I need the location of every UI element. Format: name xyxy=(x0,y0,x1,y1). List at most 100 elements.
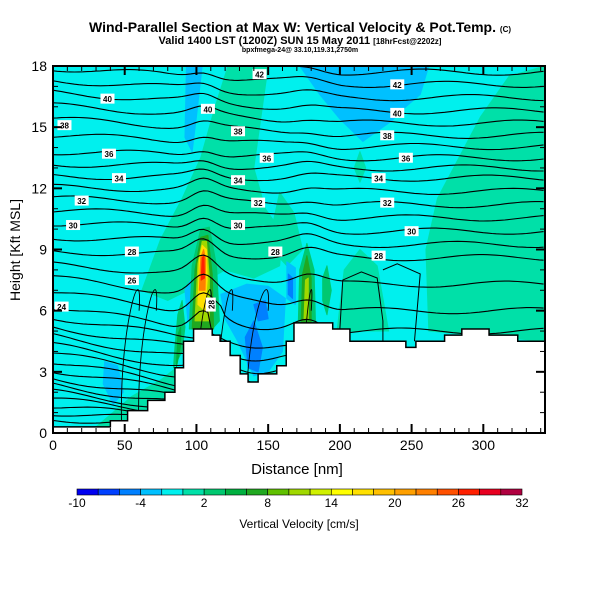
theta-label: 42 xyxy=(390,79,405,90)
theta-contour-line xyxy=(53,89,544,115)
colorbar-tick-label: 26 xyxy=(452,496,466,510)
theta-label: 40 xyxy=(100,93,115,104)
theta-label-box xyxy=(231,126,246,137)
theta-label-text: 28 xyxy=(374,252,383,261)
colorbar-tick-label: 2 xyxy=(201,496,208,510)
theta-label: 32 xyxy=(251,197,266,208)
colorbar-swatch xyxy=(415,488,438,496)
theta-contour-line xyxy=(53,204,544,222)
x-axis-label: Distance [nm] xyxy=(251,461,343,478)
x-tick-label: 150 xyxy=(256,437,280,453)
colorbar-swatch xyxy=(288,488,311,496)
colorbar-swatch xyxy=(246,488,269,496)
theta-contour-line xyxy=(53,102,544,127)
colorbar-swatch xyxy=(76,488,99,496)
theta-label-text: 28 xyxy=(127,248,136,257)
theta-contour-line xyxy=(53,149,544,162)
colorbar-swatch xyxy=(436,488,459,496)
theta-label-box xyxy=(205,297,216,312)
theta-label: 38 xyxy=(380,130,395,141)
theta-contour-closed xyxy=(339,271,384,342)
theta-label-box xyxy=(124,275,139,286)
theta-label-text: 36 xyxy=(401,154,410,163)
theta-label: 32 xyxy=(74,195,89,206)
colorbar-swatch xyxy=(352,488,374,496)
theta-label: 28 xyxy=(371,250,386,261)
x-tick-label: 0 xyxy=(49,437,57,453)
colorbar-swatch xyxy=(500,488,523,496)
y-tick-label: 9 xyxy=(39,242,47,258)
y-tick-label: 12 xyxy=(31,180,47,196)
theta-label-box xyxy=(66,220,81,231)
theta-label-text: 32 xyxy=(77,197,86,206)
theta-label: 34 xyxy=(111,173,126,184)
velocity-region xyxy=(353,151,367,183)
theta-label-text: 28 xyxy=(207,300,216,309)
y-tick-label: 0 xyxy=(39,425,47,441)
colorbar-swatch xyxy=(394,488,417,496)
x-tick-label: 50 xyxy=(117,437,133,453)
theta-label-text: 42 xyxy=(255,71,264,80)
theta-contour-line xyxy=(53,254,544,288)
theta-label-text: 26 xyxy=(127,277,136,286)
theta-label-box xyxy=(371,173,386,184)
theta-label-text: 38 xyxy=(60,122,69,131)
theta-label-text: 42 xyxy=(393,81,402,90)
vertical-contour xyxy=(120,289,140,433)
colorbar-tick-label: -10 xyxy=(68,496,86,510)
theta-label: 24 xyxy=(54,301,69,312)
theta-label-box xyxy=(398,152,413,163)
theta-contour-line xyxy=(53,168,544,182)
theta-label-text: 24 xyxy=(57,303,66,312)
vertical-contour xyxy=(138,289,158,433)
theta-label: 28 xyxy=(268,246,283,257)
colorbar-tick-label: -4 xyxy=(135,496,146,510)
colorbar-label: Vertical Velocity [cm/s] xyxy=(239,517,358,531)
theta-label: 34 xyxy=(231,175,246,186)
theta-label: 30 xyxy=(66,220,81,231)
colorbar: -10 -4 2 8 14 20 26 32 xyxy=(68,488,529,510)
theta-contour-line xyxy=(53,177,544,195)
theta-label: 36 xyxy=(259,152,274,163)
theta-contour-line xyxy=(53,69,544,88)
theta-label-box xyxy=(252,69,267,80)
theta-label: 34 xyxy=(371,173,386,184)
theta-label: 38 xyxy=(57,120,72,131)
colorbar-swatch xyxy=(479,488,502,496)
chart-title: Wind-Parallel Section at Max W: Vertical… xyxy=(0,19,600,35)
theta-label-text: 34 xyxy=(374,175,383,184)
velocity-region xyxy=(425,66,545,342)
theta-label: 38 xyxy=(231,126,246,137)
theta-label-box xyxy=(259,152,274,163)
theta-label-box xyxy=(268,246,283,257)
theta-label-box xyxy=(74,195,89,206)
colorbar-swatch xyxy=(225,488,247,496)
terrain-profile xyxy=(53,322,545,433)
theta-label-box xyxy=(380,197,395,208)
theta-label: 42 xyxy=(252,69,267,80)
theta-label-text: 40 xyxy=(203,105,212,114)
theta-label-text: 30 xyxy=(407,228,416,237)
theta-contour-line xyxy=(53,116,544,139)
theta-label-box xyxy=(101,148,116,159)
y-tick-label: 6 xyxy=(39,303,47,319)
terrain xyxy=(53,322,545,433)
theta-label-text: 38 xyxy=(383,132,392,141)
y-tick-label: 18 xyxy=(31,58,47,74)
theta-label: 30 xyxy=(231,220,246,231)
colorbar-swatch xyxy=(140,488,163,496)
colorbar-tick-label: 32 xyxy=(515,496,529,510)
theta-label-box xyxy=(231,175,246,186)
theta-label-text: 30 xyxy=(69,222,78,231)
x-tick-label: 200 xyxy=(328,437,352,453)
theta-contour-line xyxy=(53,273,544,315)
theta-label-box xyxy=(380,130,395,141)
theta-label-box xyxy=(200,103,215,114)
valid-time: Valid 1400 LST (1200Z) SUN 15 May 2011 [… xyxy=(0,35,600,47)
title-text: Wind-Parallel Section at Max W: Vertical… xyxy=(88,19,497,35)
theta-label: 40 xyxy=(200,103,215,114)
y-tick-label: 3 xyxy=(39,364,47,380)
